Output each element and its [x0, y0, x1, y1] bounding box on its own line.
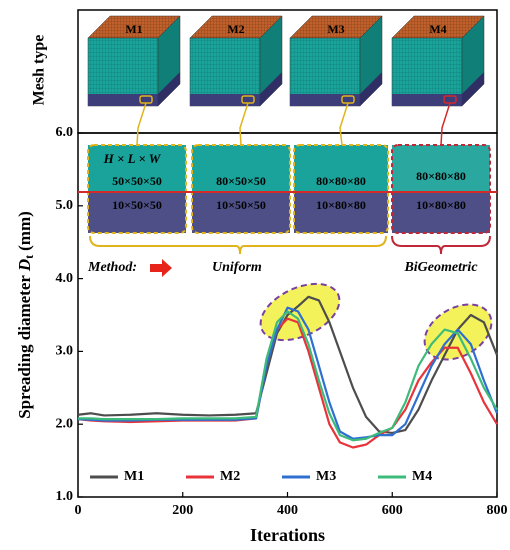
method-bigeometric: BiGeometric	[403, 260, 478, 275]
method-uniform: Uniform	[212, 260, 262, 275]
x-axis-label: Iterations	[250, 525, 325, 545]
method-label: Method:	[87, 260, 137, 275]
inset-bottom-size: 10×80×80	[316, 198, 366, 212]
method-arrow	[150, 259, 172, 277]
inset-top-size: 80×50×50	[216, 174, 266, 188]
legend-label: M2	[220, 469, 240, 484]
inset-bottom-size: 10×50×50	[112, 198, 162, 212]
y-label-unit: (mm)	[15, 211, 34, 251]
legend-label: M3	[316, 469, 336, 484]
y-tick-label: 2.0	[56, 416, 74, 431]
cube-label: M2	[227, 22, 244, 36]
panel-label: Mesh type	[31, 35, 48, 106]
y-tick-label: 3.0	[56, 344, 74, 359]
x-tick-label: 400	[277, 503, 298, 518]
x-tick-label: 800	[487, 503, 508, 518]
y-tick-label: 4.0	[56, 271, 74, 286]
cube-label: M4	[429, 22, 446, 36]
legend-label: M4	[412, 469, 432, 484]
inset-top-size: 80×80×80	[316, 174, 366, 188]
y-label-text: Spreading diameter	[15, 275, 34, 419]
y-label-symbol: D	[15, 259, 34, 272]
inset-bottom-size: 10×50×50	[216, 198, 266, 212]
inset-top-size: 50×50×50	[112, 174, 162, 188]
y-tick-label: 5.0	[56, 198, 74, 213]
cube-label: M3	[327, 22, 344, 36]
x-tick-label: 0	[75, 503, 82, 518]
inset-top-size: 80×80×80	[416, 169, 466, 183]
x-tick-label: 600	[382, 503, 403, 518]
brace	[90, 236, 386, 254]
highlight	[252, 272, 348, 351]
y-tick-label: 6.0	[56, 125, 74, 140]
brace	[392, 236, 490, 254]
y-label-sub: t	[22, 255, 36, 259]
inset-bottom-size: 10×80×80	[416, 198, 466, 212]
inset-header: H × L × W	[103, 151, 162, 166]
chart: Mesh type M1 M2 M3 M4 50×50×50 10×50×50 80×50×…	[0, 0, 510, 550]
legend-label: M1	[124, 469, 144, 484]
cube-label: M1	[125, 22, 142, 36]
x-tick-label: 200	[172, 503, 193, 518]
y-axis-label: Spreading diameter Dt (mm)	[15, 211, 36, 419]
y-tick-label: 1.0	[56, 489, 74, 504]
